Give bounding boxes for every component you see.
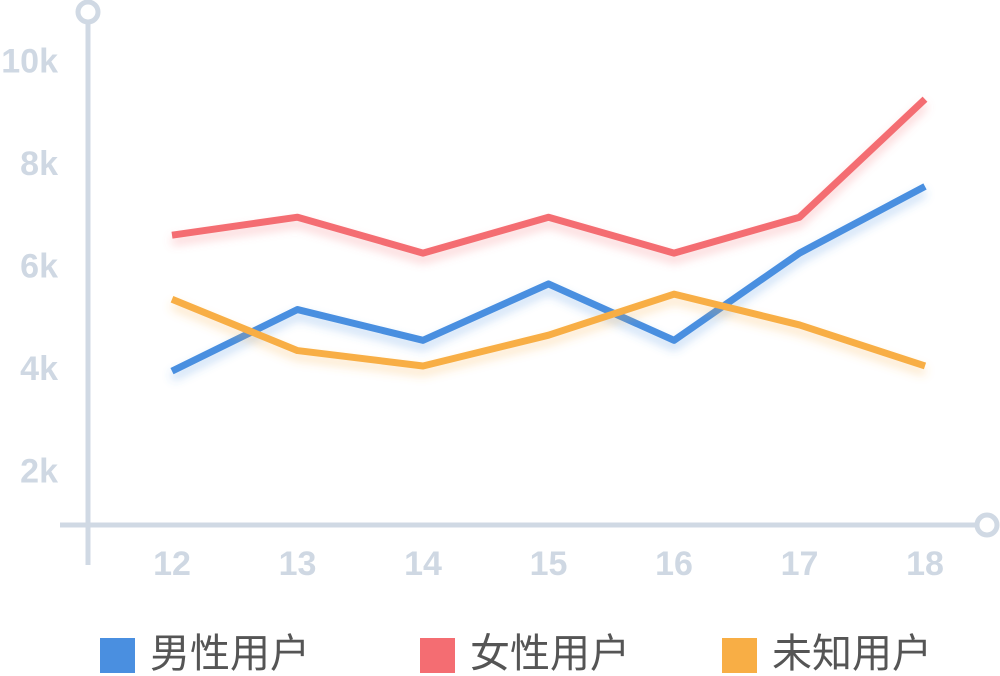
y-tick-label: 2k (20, 453, 58, 491)
x-tick-label: 17 (781, 545, 819, 583)
y-tick-label: 4k (20, 350, 58, 388)
x-tick-label: 13 (279, 545, 317, 583)
legend-label: 女性用户 (470, 631, 630, 676)
x-tick-label: 14 (404, 545, 442, 583)
series-line (170, 290, 927, 370)
x-tick-label: 18 (906, 545, 944, 583)
legend-swatch (722, 638, 757, 673)
series-line (171, 96, 928, 257)
x-tick-label: 16 (655, 545, 693, 583)
legend-swatch (100, 638, 135, 673)
legend-label: 男性用户 (150, 631, 310, 676)
legend-label: 未知用户 (772, 631, 932, 676)
x-tick-label: 15 (530, 545, 568, 583)
legend-swatch (420, 638, 455, 673)
y-tick-label: 8k (20, 145, 58, 183)
y-tick-label: 6k (20, 247, 58, 285)
x-axis-end (974, 512, 1000, 538)
series-line (170, 183, 927, 375)
y-axis-end (75, 0, 101, 25)
y-tick-label: 10k (1, 42, 58, 80)
x-tick-label: 12 (153, 545, 191, 583)
